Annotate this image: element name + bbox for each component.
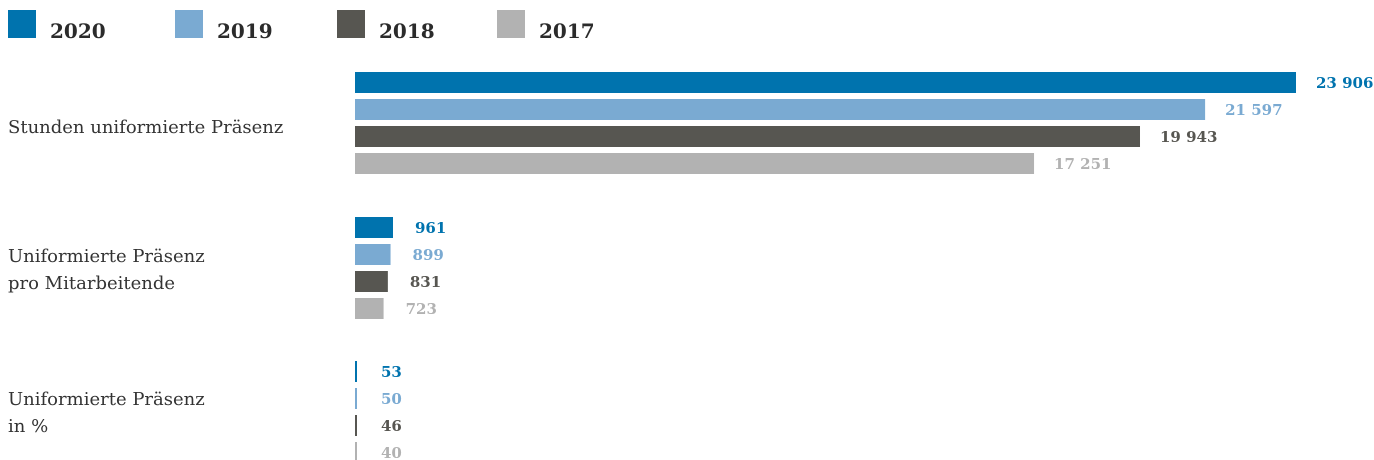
value-label-0-2020: 23 906 <box>1316 74 1373 92</box>
bar-1-2017 <box>355 298 384 319</box>
bar-2-2018 <box>355 415 357 436</box>
value-label-2-2018: 46 <box>381 417 402 435</box>
bar-1-2020 <box>355 217 393 238</box>
value-label-0-2017: 17 251 <box>1054 155 1111 173</box>
bar-2-2017 <box>355 442 357 460</box>
bar-0-2017 <box>355 153 1035 174</box>
value-label-2-2020: 53 <box>381 363 402 381</box>
legend-swatch-2020 <box>8 10 36 38</box>
value-label-2-2019: 50 <box>381 390 402 408</box>
value-label-1-2017: 723 <box>406 300 437 318</box>
value-label-0-2018: 19 943 <box>1160 128 1217 146</box>
bar-0-2020 <box>355 72 1296 93</box>
bar-1-2019 <box>355 244 391 265</box>
bar-2-2020 <box>355 361 357 382</box>
legend-label-2017: 2017 <box>539 19 595 43</box>
value-label-1-2020: 961 <box>415 219 446 237</box>
group-label-1-0: Uniformierte Präsenz <box>8 246 205 267</box>
legend-swatch-2017 <box>497 10 525 38</box>
group-label-0-0: Stunden uniformierte Präsenz <box>8 117 283 138</box>
legend-label-2019: 2019 <box>217 19 273 43</box>
legend-label-2018: 2018 <box>379 19 435 43</box>
bar-1-2018 <box>355 271 388 292</box>
group-label-2-0: Uniformierte Präsenz <box>8 389 205 410</box>
bar-0-2018 <box>355 126 1141 147</box>
bar-0-2019 <box>355 99 1206 120</box>
bar-2-2019 <box>355 388 357 409</box>
group-label-1-1: pro Mitarbeitende <box>8 273 175 294</box>
value-label-1-2018: 831 <box>410 273 441 291</box>
group-label-2-1: in % <box>8 416 48 437</box>
value-label-2-2017: 40 <box>381 444 402 460</box>
value-label-0-2019: 21 597 <box>1225 101 1282 119</box>
legend-swatch-2019 <box>175 10 203 38</box>
legend-label-2020: 2020 <box>50 19 106 43</box>
value-label-1-2019: 899 <box>413 246 444 264</box>
legend-swatch-2018 <box>337 10 365 38</box>
